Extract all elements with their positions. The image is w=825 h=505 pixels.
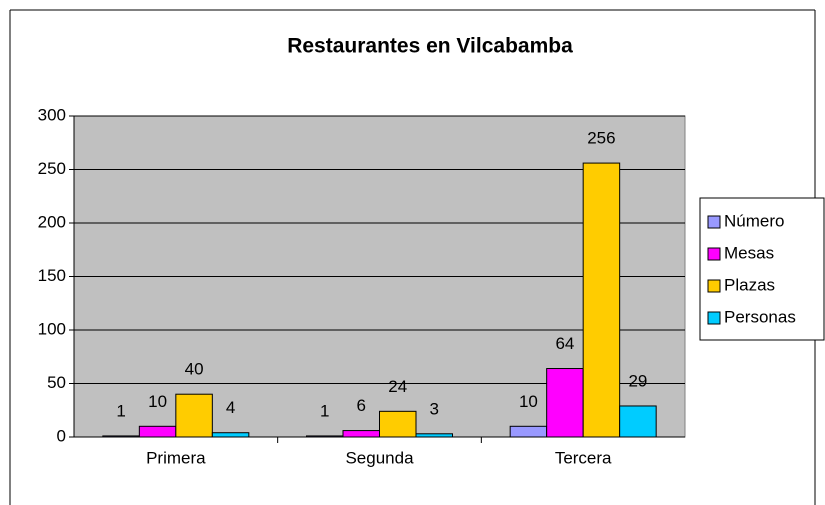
data-label: 40 xyxy=(185,360,204,379)
data-label: 1 xyxy=(320,401,329,420)
legend-box xyxy=(699,197,825,341)
legend-swatch xyxy=(707,311,721,325)
bar xyxy=(342,430,380,438)
y-tick-label: 250 xyxy=(38,159,66,178)
y-tick-label: 0 xyxy=(57,426,66,445)
bar xyxy=(582,162,621,438)
legend-label: Mesas xyxy=(724,243,774,262)
bar xyxy=(415,433,453,438)
x-tick-label: Primera xyxy=(146,448,206,467)
data-label: 256 xyxy=(587,129,615,148)
bar xyxy=(175,393,213,438)
bar xyxy=(138,425,177,438)
bar xyxy=(102,435,140,438)
legend-swatch xyxy=(707,279,721,293)
data-label: 4 xyxy=(226,398,235,417)
data-label: 6 xyxy=(357,396,366,415)
y-tick-label: 150 xyxy=(38,266,66,285)
y-tick-label: 100 xyxy=(38,319,66,338)
x-tick-label: Tercera xyxy=(555,448,612,467)
y-tick-label: 50 xyxy=(47,373,66,392)
bar xyxy=(211,432,250,438)
bar xyxy=(306,435,344,438)
bar xyxy=(379,410,417,438)
bar xyxy=(509,425,548,438)
data-label: 29 xyxy=(628,371,647,390)
legend-label: Personas xyxy=(724,307,796,326)
chart-title: Restaurantes en Vilcabamba xyxy=(287,35,573,58)
bar xyxy=(546,368,584,438)
legend-label: Número xyxy=(724,211,784,230)
y-tick-label: 200 xyxy=(38,212,66,231)
data-label: 10 xyxy=(519,392,538,411)
data-label: 1 xyxy=(116,401,125,420)
legend-swatch xyxy=(707,247,721,261)
data-label: 24 xyxy=(388,377,407,396)
legend-swatch xyxy=(707,215,721,229)
data-label: 10 xyxy=(148,392,167,411)
legend-label: Plazas xyxy=(724,275,775,294)
data-label: 3 xyxy=(430,399,439,418)
x-tick-label: Segunda xyxy=(345,448,414,467)
y-tick-label: 300 xyxy=(38,105,66,124)
data-label: 64 xyxy=(555,334,574,353)
bar xyxy=(619,405,657,438)
